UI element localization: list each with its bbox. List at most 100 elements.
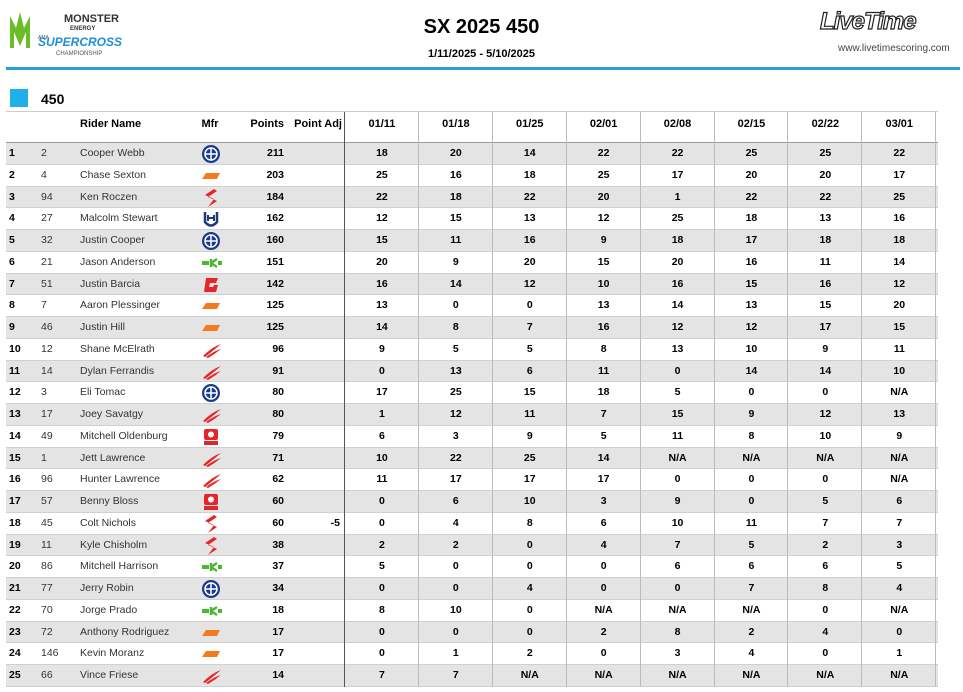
mfr-logo xyxy=(200,405,224,425)
row-shade xyxy=(6,665,938,687)
points: 91 xyxy=(272,364,284,377)
round-result: 6 xyxy=(452,495,459,507)
round-result: 16 xyxy=(523,234,536,246)
row-shade xyxy=(6,534,938,557)
round-result: 12 xyxy=(893,277,906,290)
round-result: 10 xyxy=(449,603,462,616)
row-line xyxy=(6,337,938,339)
round-result: N/A xyxy=(742,603,761,616)
round-result: 25 xyxy=(597,168,610,181)
position: 2 xyxy=(9,168,15,181)
rider-name: Jerry Robin xyxy=(80,582,134,594)
round-result: 0 xyxy=(379,495,385,507)
rider-number: 17 xyxy=(41,408,53,420)
round-result: 11 xyxy=(893,342,905,355)
rider-number: 96 xyxy=(41,473,53,486)
row-line xyxy=(6,359,938,361)
mfr-logo xyxy=(200,579,222,599)
position: 21 xyxy=(9,582,21,594)
round-result: 11 xyxy=(450,234,462,246)
mfr-logo xyxy=(200,492,222,512)
rider-number: 51 xyxy=(41,277,53,290)
round-result: 3 xyxy=(452,429,459,442)
round-result: 13 xyxy=(376,299,388,312)
round-result: 15 xyxy=(671,408,684,420)
row-shade xyxy=(6,143,938,165)
round-result: 7 xyxy=(452,669,459,681)
position: 13 xyxy=(9,408,21,420)
column-header: Rider Name xyxy=(80,118,142,130)
round-result: 4 xyxy=(748,647,755,660)
round-result: 0 xyxy=(452,582,459,594)
rider-name: Anthony Rodriguez xyxy=(80,625,170,638)
round-result: 25 xyxy=(671,212,684,225)
round-result: 17 xyxy=(671,168,684,181)
mfr-logo xyxy=(200,623,224,643)
position: 5 xyxy=(9,234,15,246)
round-result: 11 xyxy=(376,473,388,486)
mfr-logo xyxy=(200,644,224,664)
round-result: N/A xyxy=(890,386,909,399)
mfr-logo xyxy=(200,296,224,316)
round-result: 12 xyxy=(819,408,832,420)
round-result: 11 xyxy=(671,429,684,442)
round-result: 0 xyxy=(452,299,459,312)
position: 8 xyxy=(9,299,15,312)
rider-name: Colt Nichols xyxy=(80,516,137,529)
mfr-logo xyxy=(200,318,224,338)
column-line xyxy=(417,112,419,687)
round-result: N/A xyxy=(890,451,909,464)
column-line xyxy=(787,112,789,687)
round-result: 25 xyxy=(376,168,388,181)
column-header: 02/15 xyxy=(737,118,766,130)
logo-champ: CHAMPIONSHIP xyxy=(56,51,102,57)
row-line xyxy=(6,207,938,209)
points: 79 xyxy=(272,429,284,442)
round-result: 14 xyxy=(449,277,462,290)
points: 203 xyxy=(266,168,284,181)
round-result: 5 xyxy=(896,560,903,573)
rider-number: 1 xyxy=(41,451,47,464)
column-header: 03/01 xyxy=(885,118,913,130)
points: 211 xyxy=(267,147,284,159)
round-result: 9 xyxy=(526,429,533,442)
round-result: 14 xyxy=(523,147,536,159)
points: 14 xyxy=(272,669,284,681)
round-result: 11 xyxy=(524,408,536,420)
logo-series: SUPERCROSS xyxy=(38,35,122,49)
rider-number: 57 xyxy=(41,495,53,507)
round-result: 14 xyxy=(893,255,906,268)
rider-number: 49 xyxy=(41,429,53,442)
round-result: 25 xyxy=(819,147,832,159)
round-result: 8 xyxy=(526,516,533,529)
round-result: 8 xyxy=(379,603,385,616)
round-result: 0 xyxy=(822,386,829,399)
rider-name: Malcolm Stewart xyxy=(80,212,158,225)
round-result: 8 xyxy=(674,625,681,638)
round-result: 9 xyxy=(600,234,607,246)
position: 15 xyxy=(9,451,21,464)
round-result: 16 xyxy=(893,212,906,225)
mfr-logo xyxy=(200,340,224,360)
row-shade xyxy=(6,447,938,470)
provider-logo: LiveTime xyxy=(819,7,917,35)
round-result: 4 xyxy=(822,625,829,638)
round-result: 22 xyxy=(449,451,462,464)
rider-name: Benny Bloss xyxy=(80,495,139,507)
points: 125 xyxy=(266,321,284,333)
round-result: 7 xyxy=(379,669,385,681)
round-result: 22 xyxy=(597,147,610,159)
round-result: 5 xyxy=(600,429,607,442)
round-result: 17 xyxy=(449,473,462,486)
round-result: 5 xyxy=(379,560,385,573)
rider-name: Joey Savatgy xyxy=(80,408,144,420)
row-line xyxy=(6,620,938,622)
rider-number: 77 xyxy=(41,582,53,594)
column-header: Point Adj xyxy=(294,118,342,130)
round-result: 0 xyxy=(822,647,829,660)
rider-name: Cooper Webb xyxy=(80,147,145,159)
round-result: 8 xyxy=(748,429,755,442)
position: 19 xyxy=(9,538,21,551)
rider-name: Mitchell Harrison xyxy=(80,560,159,573)
round-result: 15 xyxy=(597,255,610,268)
